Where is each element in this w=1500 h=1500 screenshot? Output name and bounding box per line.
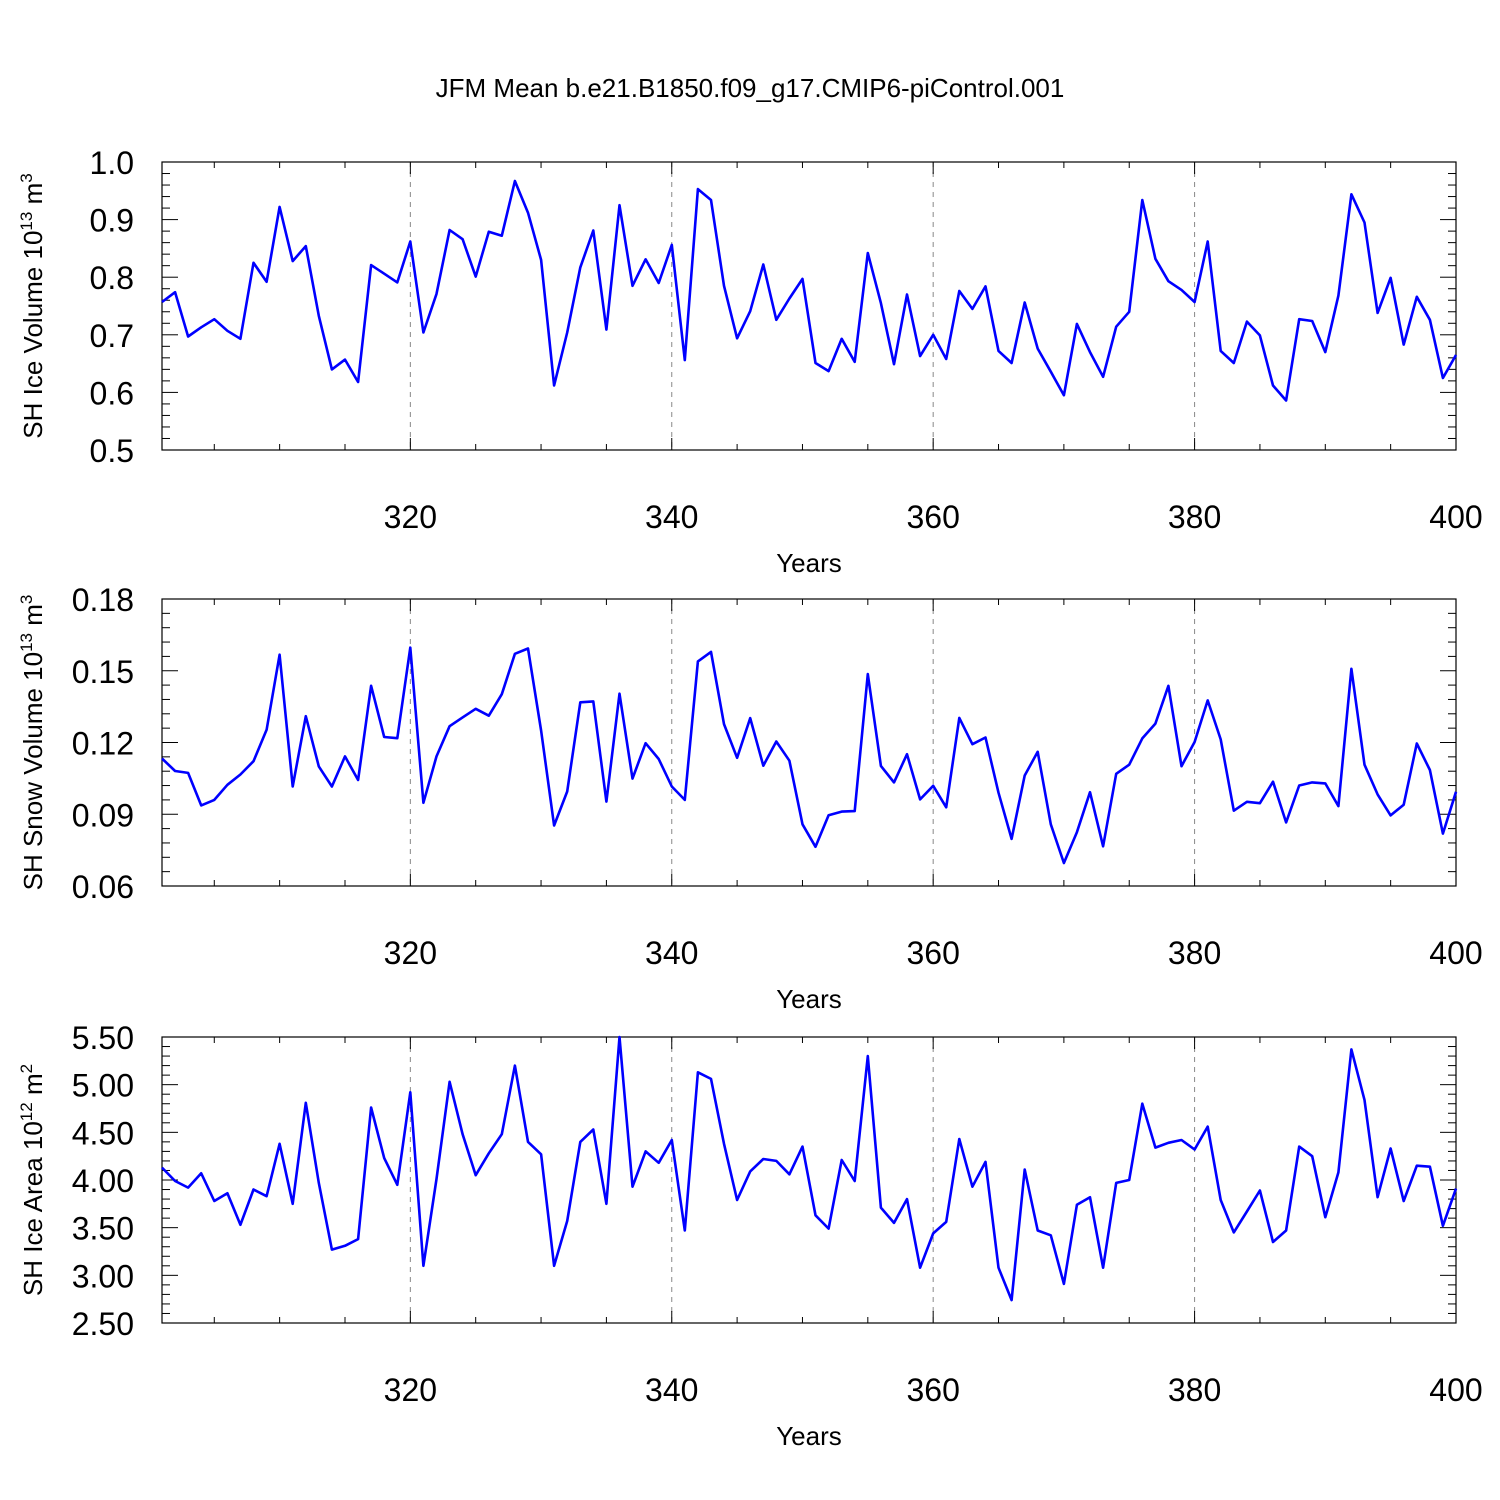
x-tick-label: 320: [384, 935, 437, 971]
plot-frame: [161, 161, 1457, 451]
y-tick-label: 0.6: [90, 375, 134, 411]
y-tick-label: 0.18: [72, 582, 134, 618]
y-tick-label: 4.00: [72, 1163, 134, 1199]
y-tick-label: 0.12: [72, 726, 134, 762]
x-tick-label: 340: [645, 935, 698, 971]
y-tick-label: 5.00: [72, 1068, 134, 1104]
y-tick-label: 3.00: [72, 1258, 134, 1294]
y-tick-label: 0.8: [90, 260, 134, 296]
x-tick-label: 360: [906, 499, 959, 535]
y-tick-label: 4.50: [72, 1115, 134, 1151]
series-line: [161, 1035, 1458, 1302]
y-tick-label: 5.50: [72, 1020, 134, 1056]
x-tick-label: 400: [1429, 1372, 1482, 1408]
x-tick-label: 400: [1429, 935, 1482, 971]
y-axis-title: SH Ice Volume 1013 m3: [17, 173, 48, 438]
x-tick-label: 360: [906, 935, 959, 971]
chart-panel-2: 320 340 360 380 400 Years 0.06 0.09 0.12 0.15 0.18…: [17, 582, 1483, 1014]
plot-frame: [161, 598, 1457, 887]
y-tick-label: 0.7: [90, 318, 134, 354]
chart-panel-1: 320 340 360 380 400 Years 0.5 0.6 0.7 0.8 0.9 1.0 SH…: [17, 145, 1483, 578]
y-tick-label: 0.06: [72, 869, 134, 905]
y-tick-label: 2.50: [72, 1306, 134, 1342]
y-tick-label: 0.5: [90, 433, 134, 469]
y-tick-label: 1.0: [90, 145, 134, 181]
x-tick-label: 340: [645, 1372, 698, 1408]
chart-panel-3: 320 340 360 380 400 Years 2.50 3.00 3.50 4.00 4.50…: [17, 1020, 1483, 1451]
y-axis-title: SH Ice Area 1012 m2: [17, 1064, 48, 1296]
y-axis-title: SH Snow Volume 1013 m3: [17, 595, 48, 891]
y-tick-label: 0.15: [72, 654, 134, 690]
x-tick-label: 380: [1168, 1372, 1221, 1408]
y-tick-label: 0.9: [90, 203, 134, 239]
x-tick-label: 340: [645, 499, 698, 535]
x-axis-title: Years: [776, 984, 842, 1014]
x-axis-title: Years: [776, 548, 842, 578]
series-line: [161, 646, 1458, 865]
series-line: [161, 179, 1458, 402]
x-tick-label: 360: [906, 1372, 959, 1408]
x-tick-label: 320: [384, 499, 437, 535]
x-tick-label: 380: [1168, 499, 1221, 535]
x-tick-label: 400: [1429, 499, 1482, 535]
x-axis-title: Years: [776, 1421, 842, 1451]
x-tick-label: 320: [384, 1372, 437, 1408]
y-tick-label: 0.09: [72, 797, 134, 833]
y-tick-label: 3.50: [72, 1211, 134, 1247]
x-tick-label: 380: [1168, 935, 1221, 971]
chart-title: JFM Mean b.e21.B1850.f09_g17.CMIP6-piCon…: [436, 73, 1065, 103]
